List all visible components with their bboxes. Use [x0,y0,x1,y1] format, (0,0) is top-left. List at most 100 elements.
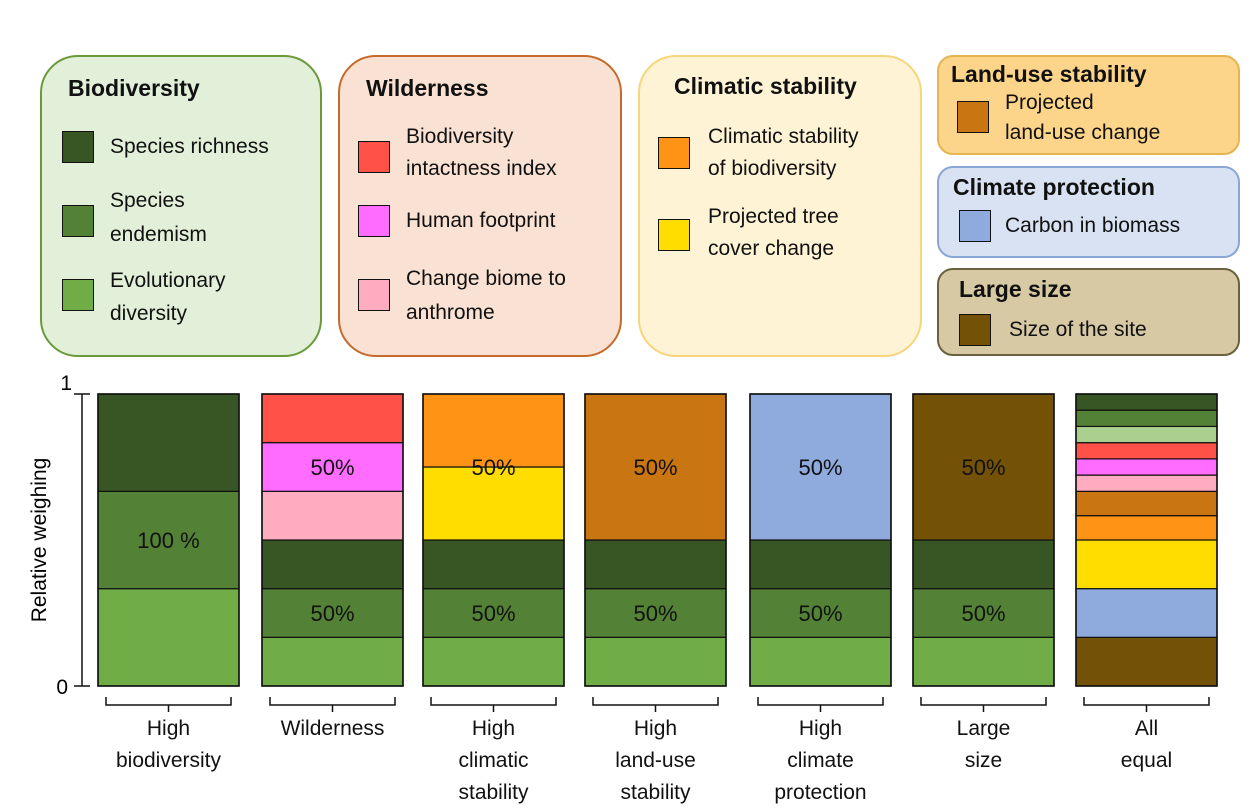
bar-segment [584,636,727,687]
category-bracket [592,697,719,712]
x-tick-label: protection [774,781,866,804]
legend-box-climate-protection: Climate protection Carbon in biomass [937,166,1240,258]
x-tick-label: size [965,749,1002,772]
bar-segment [422,539,565,590]
bar-segment [1075,393,1218,411]
x-tick-label: High [147,717,190,740]
bar-segment [422,393,565,468]
x-tick-label: High [634,717,677,740]
swatch-biodiversity-intactness-index [358,141,390,173]
category-bracket [920,697,1047,712]
bar-frame [1075,393,1218,687]
bar-segment [749,393,892,541]
legend-label-climatic-stability-bio-2: of biodiversity [708,157,837,180]
swatch-carbon-in-biomass [959,210,991,242]
bar-segment [584,393,727,541]
bar-segment [97,393,240,492]
data-label: 50% [310,601,354,626]
bar-frame [749,393,892,687]
category-bracket [269,697,396,712]
bar-segment [749,539,892,590]
swatch-projected-tree-cover-change [658,219,690,251]
x-axis-categories: High biodiversity Wilderness High climatic st… [105,697,1210,804]
bar-frame [422,393,565,687]
bar-segment [749,636,892,687]
bar-segment [1075,458,1218,476]
data-labels: 100 % 50% 50% 50% 50% 50% 50% 50% 50% 50% 50% [137,455,1005,626]
bar-segment [912,539,1055,590]
swatch-evolutionary-diversity [62,279,94,311]
legend-label-biome-anthrome-1: Change biome to [406,267,566,290]
y-axis-label: Relative weighing [28,458,51,623]
legend-title-climate-protection: Climate protection [953,174,1155,200]
legend-title-biodiversity: Biodiversity [68,75,200,101]
x-tick-label: climate [787,749,854,772]
bar-segment [261,636,404,687]
bar-segment [261,393,404,444]
legend-label-land-use-1: Projected [1005,91,1094,114]
data-label: 50% [798,455,842,480]
bar-segment [1075,636,1218,687]
bar-segment [261,539,404,590]
data-label: 50% [633,601,677,626]
x-tick-label: Wilderness [281,717,385,740]
bar-segment [422,636,565,687]
swatch-change-biome-to-anthrome [358,279,390,311]
legend-label-bii-1: Biodiversity [406,125,514,148]
y-tick-label: 1 [60,372,72,395]
legend-box-wilderness: Wilderness Biodiversity intactness index… [338,55,622,357]
data-label: 50% [961,455,1005,480]
category-bracket [105,697,232,712]
bar-segment [97,588,240,687]
legend-box-land-use-stability: Land-use stability Projected land-use ch… [937,55,1240,155]
data-label: 50% [310,455,354,480]
bar-segment [1075,539,1218,590]
legend-label-evolutionary-diversity-2: diversity [110,302,188,325]
data-label: 50% [471,455,515,480]
legend-label-species-richness: Species richness [110,135,269,158]
legend-label-species-endemism-2: endemism [110,223,207,246]
bar-segment [1075,409,1218,428]
legend-label-tree-cover-1: Projected tree [708,205,839,228]
bar-frame [97,393,240,687]
bar-segment [97,490,240,590]
data-label: 50% [961,601,1005,626]
y-tick-label: 0 [56,676,68,699]
bar-frame [261,393,404,687]
bar-segment [1075,425,1218,444]
x-tick-label: High [472,717,515,740]
x-tick-label: All [1135,717,1158,740]
category-bracket [1083,697,1210,712]
data-label: 50% [798,601,842,626]
legend-title-large-size: Large size [959,276,1072,302]
bar-segment [1075,442,1218,460]
legend-label-land-use-2: land-use change [1005,121,1161,144]
x-tick-label: biodiversity [116,749,222,772]
legend-label-species-endemism-1: Species [110,189,185,212]
bar-segment [1075,490,1218,517]
legend-label-biome-anthrome-2: anthrome [406,301,495,324]
swatch-climatic-stability-of-biodiversity [658,137,690,169]
x-tick-label: Large [957,717,1011,740]
bar-segment [1075,474,1218,492]
legend-box-biodiversity: Biodiversity Species richness Species en… [40,55,322,357]
category-bracket [430,697,557,712]
bar-frame [912,393,1055,687]
bar-segment [1075,515,1218,541]
data-label: 50% [633,455,677,480]
bar-segment [912,636,1055,687]
data-label: 50% [471,601,515,626]
swatch-species-endemism [62,205,94,237]
y-axis: 01 [56,372,90,699]
swatch-size-of-the-site [959,314,991,346]
legend-box-large-size: Large size Size of the site [937,268,1240,356]
x-tick-label: stability [458,781,529,804]
bars [97,393,1218,687]
data-label: 100 % [137,528,199,553]
legend-box-climatic-stability: Climatic stability Climatic stability of… [638,55,922,357]
bar-frame [584,393,727,687]
legend-label-climatic-stability-bio-1: Climatic stability [708,125,859,148]
bar-segment [261,490,404,541]
category-bracket [757,697,884,712]
